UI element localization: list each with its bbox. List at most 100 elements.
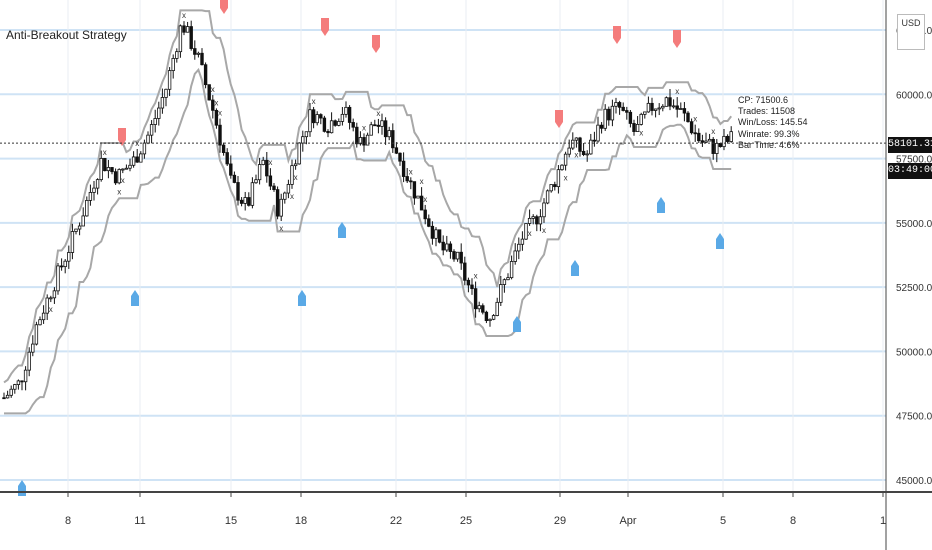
candle-body [218,124,222,146]
candle-body [610,105,615,121]
x-mark: x [49,305,53,314]
candle-body [347,106,352,123]
candle-body [643,111,647,115]
candle-body [110,167,114,173]
bull-signal-marker [657,197,665,213]
candle-body [502,279,507,285]
candle-body [13,384,17,390]
time-tick-label: 25 [460,515,472,527]
x-marks: xxxxxxxxxxxxxxxxxxxxxxxxxxxx [49,11,715,314]
candle-body [671,105,676,108]
candle-body [207,84,211,101]
candle-body [196,52,201,55]
candle-body [560,164,564,171]
time-tick-label: 8 [790,515,796,527]
candle-body [254,179,258,184]
upper-band [3,9,732,384]
x-mark: x [528,229,532,238]
candle-body [488,318,492,321]
candle-body [182,25,186,33]
candle-body [239,199,244,204]
candle-body [567,147,571,155]
candle-body [304,131,309,138]
candle-body [520,238,525,245]
candle-body [275,189,280,217]
candle-body [517,243,521,252]
candle-body [682,108,687,114]
x-mark: x [542,226,546,235]
candle-body [700,140,705,143]
candle-body [56,265,60,292]
candle-body [430,225,435,239]
candle-body [221,144,226,153]
time-tick-label: 29 [554,515,566,527]
grid [0,0,886,492]
bar-countdown-tag: 03:49:00 [888,163,932,179]
candle-body [2,397,6,400]
bear-signal-marker [321,18,329,36]
price-axis[interactable]: 45000.00 47500.00 50000.00 52500.00 55000.00… [885,0,932,550]
x-mark: x [268,158,272,167]
candle-body [178,25,183,53]
candle-body [99,157,103,181]
candle-body [247,197,251,206]
candle-body [693,132,697,135]
x-mark: x [376,109,380,118]
candle-body [556,169,561,188]
bull-signal-marker [298,290,306,306]
candle-body [538,216,543,225]
candle-body [617,102,622,108]
x-mark: x [474,272,478,281]
candle-body [70,231,75,253]
x-mark: x [409,167,413,176]
candle-body [495,301,499,316]
time-axis[interactable]: 8 11 15 18 22 25 29 Apr 5 8 1 [0,491,932,527]
bear-signal-marker [613,26,621,44]
x-mark: x [290,192,294,201]
price-tick-label: 52500.00 [896,283,932,294]
candle-body [211,99,215,111]
candle-body [308,109,312,133]
candle-body [322,117,327,132]
candle-body [193,48,197,55]
candle-body [409,180,413,183]
candle-body [459,251,463,264]
candle-body [128,164,132,169]
candle-body [315,114,319,124]
candle-body [441,241,445,251]
candle-body [344,106,348,115]
candle-body [157,107,161,119]
price-tick-label: 45000.00 [896,476,932,487]
candle-body [477,305,481,310]
candle-body [531,216,535,219]
candle-body [229,163,233,176]
candle-body [689,121,694,134]
time-tick-label: 5 [720,515,726,527]
candle-body [113,171,118,184]
candle-body [153,118,157,125]
candle-body [81,215,85,227]
stat-winrate: Winrate: 99.3% [738,128,800,139]
price-tick-label: 50000.00 [896,347,932,358]
currency-badge[interactable]: USD [897,14,925,50]
signal-markers [18,0,724,496]
time-tick-label: 1 [880,515,886,527]
stat-trades: Trades: 11508 [738,106,796,117]
candle-body [31,343,35,353]
candle-body [283,192,287,200]
price-tick-label: 55000.00 [896,219,932,230]
candle-body [106,167,111,172]
candle-body [124,167,129,170]
candle-body [635,124,640,132]
bull-signal-marker [18,480,26,496]
time-tick-label: 18 [295,515,307,527]
candle-body [279,198,283,217]
candle-body [722,135,726,148]
candle-body [38,319,42,326]
strategy-title: Anti-Breakout Strategy [6,28,127,42]
time-tick-label: 8 [65,515,71,527]
candle-body [380,120,384,127]
candle-body [41,312,46,321]
candle-body [358,137,363,145]
